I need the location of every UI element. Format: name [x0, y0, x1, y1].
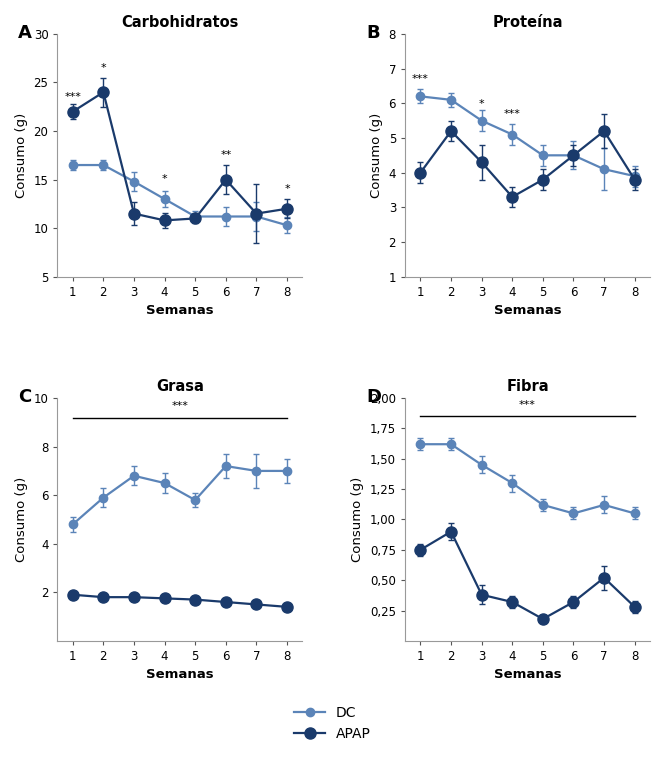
Legend: DC, APAP: DC, APAP — [289, 700, 376, 746]
Text: D: D — [366, 388, 381, 407]
Text: C: C — [18, 388, 31, 407]
Text: *: * — [284, 184, 290, 194]
Text: *: * — [479, 98, 485, 108]
Y-axis label: Consumo (g): Consumo (g) — [370, 113, 383, 198]
Y-axis label: Consumo (g): Consumo (g) — [15, 477, 28, 562]
X-axis label: Semanas: Semanas — [493, 304, 561, 317]
Text: ***: *** — [65, 92, 81, 102]
X-axis label: Semanas: Semanas — [146, 668, 213, 681]
Text: A: A — [18, 24, 32, 42]
Text: ***: *** — [504, 109, 521, 119]
Text: *: * — [100, 63, 106, 73]
Title: Fibra: Fibra — [506, 379, 549, 394]
X-axis label: Semanas: Semanas — [146, 304, 213, 317]
Text: **: ** — [220, 150, 231, 160]
Title: Grasa: Grasa — [156, 379, 203, 394]
Text: ***: *** — [519, 400, 536, 410]
Text: *: * — [162, 174, 168, 185]
Title: Carbohidratos: Carbohidratos — [121, 15, 239, 30]
X-axis label: Semanas: Semanas — [493, 668, 561, 681]
Text: ***: *** — [412, 74, 429, 84]
Title: Proteína: Proteína — [492, 15, 563, 30]
Text: ***: *** — [172, 401, 188, 412]
Text: B: B — [366, 24, 380, 42]
Y-axis label: Consumo (g): Consumo (g) — [351, 477, 364, 562]
Y-axis label: Consumo (g): Consumo (g) — [15, 113, 28, 198]
